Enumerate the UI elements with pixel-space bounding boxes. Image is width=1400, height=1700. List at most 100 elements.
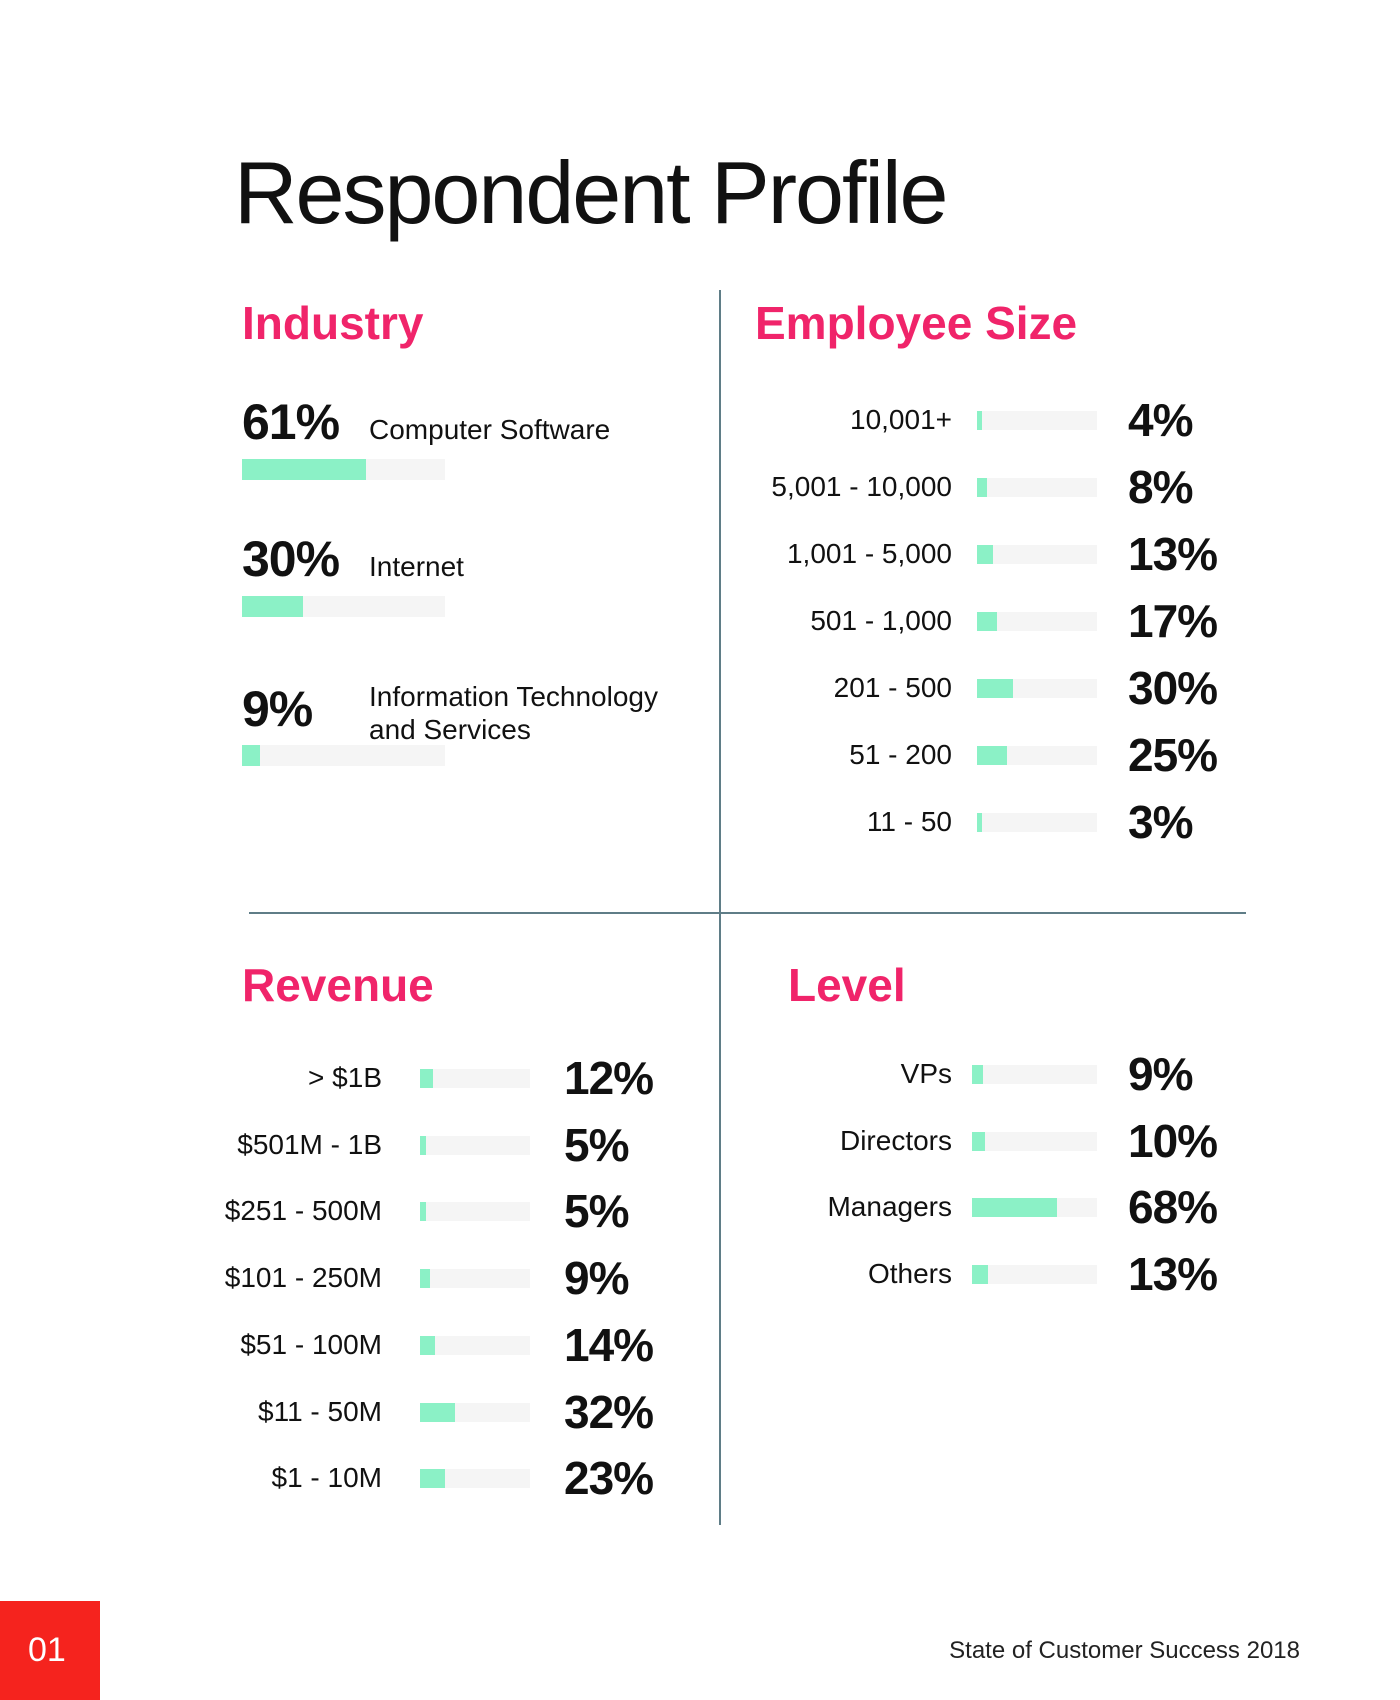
bar-track: [420, 1469, 530, 1489]
row-11-50: 11 - 50: [700, 805, 952, 865]
bar-5-001-10-000: [977, 478, 987, 497]
row-vps: VPs: [700, 1057, 952, 1117]
bar-track: [420, 1402, 530, 1422]
category-label: 10,001+: [850, 404, 952, 435]
bar-value-label: 10%: [1128, 1114, 1218, 1167]
bar-track: [972, 1198, 1097, 1218]
industry-item: 30% Internet: [242, 530, 702, 630]
category-label: 501 - 1,000: [810, 605, 952, 636]
bar-managers: [972, 1198, 1057, 1218]
bar-11-50: [977, 813, 982, 832]
bar-value-label: 61%: [242, 394, 340, 450]
bar-value-label: 13%: [1128, 1248, 1218, 1301]
category-label: Computer Software: [369, 414, 611, 445]
row-5-001-10-000: 5,001 - 10,000: [700, 470, 952, 530]
page-title: Respondent Profile: [234, 143, 948, 242]
bar-track: [977, 746, 1097, 765]
row-51-100m: $51 - 100M: [180, 1328, 382, 1388]
bar-others: [972, 1265, 989, 1285]
category-label: $1 - 10M: [271, 1462, 383, 1494]
bar-directors: [972, 1131, 985, 1151]
bar-track: [977, 679, 1097, 698]
category-label: 11 - 50: [866, 806, 952, 837]
row-501m-1b: $501M - 1B: [180, 1128, 382, 1188]
bar-251-500m: [420, 1202, 426, 1222]
bar-track: [977, 478, 1097, 497]
row-directors: Directors: [700, 1124, 952, 1184]
industry-item: 61% Computer Software: [242, 393, 702, 493]
row-51-200: 51 - 200: [700, 738, 952, 798]
bar-value-label: 32%: [564, 1385, 654, 1438]
bar-501m-1b: [420, 1135, 426, 1155]
row-11-50m: $11 - 50M: [180, 1395, 382, 1455]
footer-text: State of Customer Success 2018: [949, 1637, 1300, 1664]
bar-information-technology-and-services: [242, 745, 261, 766]
bar-11-50m: [420, 1402, 456, 1422]
bar-51-100m: [420, 1335, 436, 1355]
horizontal-divider: [249, 912, 1246, 914]
bar-201-500: [977, 679, 1013, 698]
row-201-500: 201 - 500: [700, 671, 952, 731]
bar-value-label: 9%: [1128, 1048, 1193, 1100]
bar-computer-software: [242, 459, 366, 480]
category-label: > $1B: [308, 1062, 382, 1093]
industry-item: 9% Information Technology and Services: [242, 680, 702, 780]
bar-value-label: 4%: [1128, 394, 1193, 446]
bar-track: [977, 411, 1097, 430]
category-label: VPs: [900, 1058, 952, 1089]
bar-value-label: 25%: [1128, 729, 1218, 781]
bar-track: [977, 813, 1097, 832]
category-label: 51 - 200: [849, 739, 952, 770]
bar-value-label: 12%: [564, 1052, 654, 1104]
bar-501-1-000: [977, 612, 998, 631]
bar-10-001: [977, 411, 982, 430]
bar-track: [972, 1131, 1097, 1151]
bar-value-label: 23%: [564, 1452, 654, 1505]
bar-value-label: 30%: [242, 531, 340, 587]
bar-vps: [972, 1065, 984, 1084]
industry-title: Industry: [242, 297, 424, 349]
row-1b: > $1B: [180, 1061, 382, 1121]
category-label: Directors: [839, 1124, 952, 1156]
bar-value-label: 14%: [564, 1318, 654, 1371]
employee-size-title: Employee Size: [755, 297, 1078, 349]
bar-101-250m: [420, 1269, 430, 1289]
category-label: $501M - 1B: [237, 1128, 382, 1160]
category-label: $11 - 50M: [258, 1395, 382, 1427]
bar-value-label: 3%: [1128, 796, 1193, 848]
bar-value-label: 13%: [1128, 528, 1218, 580]
row-251-500m: $251 - 500M: [180, 1194, 382, 1254]
row-10-001: 10,001+: [700, 403, 952, 463]
row-1-001-5-000: 1,001 - 5,000: [700, 537, 952, 597]
category-label: $251 - 500M: [224, 1195, 382, 1227]
category-label: $101 - 250M: [224, 1262, 382, 1294]
category-label: Information Technology and Services: [369, 681, 658, 745]
bar-track: [420, 1335, 530, 1355]
bar-1-10m: [420, 1469, 446, 1489]
category-label: 5,001 - 10,000: [771, 471, 952, 502]
bar-track: [977, 612, 1097, 631]
bar-track: [977, 545, 1097, 564]
vertical-divider: [719, 290, 721, 1525]
bar-internet: [242, 596, 303, 617]
bar-track: [242, 459, 445, 480]
bar-1-001-5-000: [977, 545, 993, 564]
level-title: Level: [788, 959, 906, 1011]
row-1-10m: $1 - 10M: [180, 1461, 383, 1521]
bar-value-label: 5%: [564, 1118, 629, 1171]
row-501-1-000: 501 - 1,000: [700, 604, 952, 664]
bar-track: [242, 745, 445, 766]
bar-value-label: 30%: [1128, 662, 1218, 714]
bar-track: [972, 1065, 1097, 1084]
category-label: 1,001 - 5,000: [786, 538, 952, 569]
bar-1b: [420, 1069, 434, 1088]
bar-value-label: 5%: [564, 1185, 629, 1238]
category-label: Managers: [827, 1191, 952, 1223]
bar-value-label: 68%: [1128, 1181, 1218, 1234]
page-number-box: 01: [0, 1601, 100, 1700]
category-label: Internet: [369, 551, 464, 582]
category-label: $51 - 100M: [240, 1328, 382, 1360]
page-number: 01: [28, 1631, 66, 1669]
bar-value-label: 9%: [242, 681, 313, 737]
